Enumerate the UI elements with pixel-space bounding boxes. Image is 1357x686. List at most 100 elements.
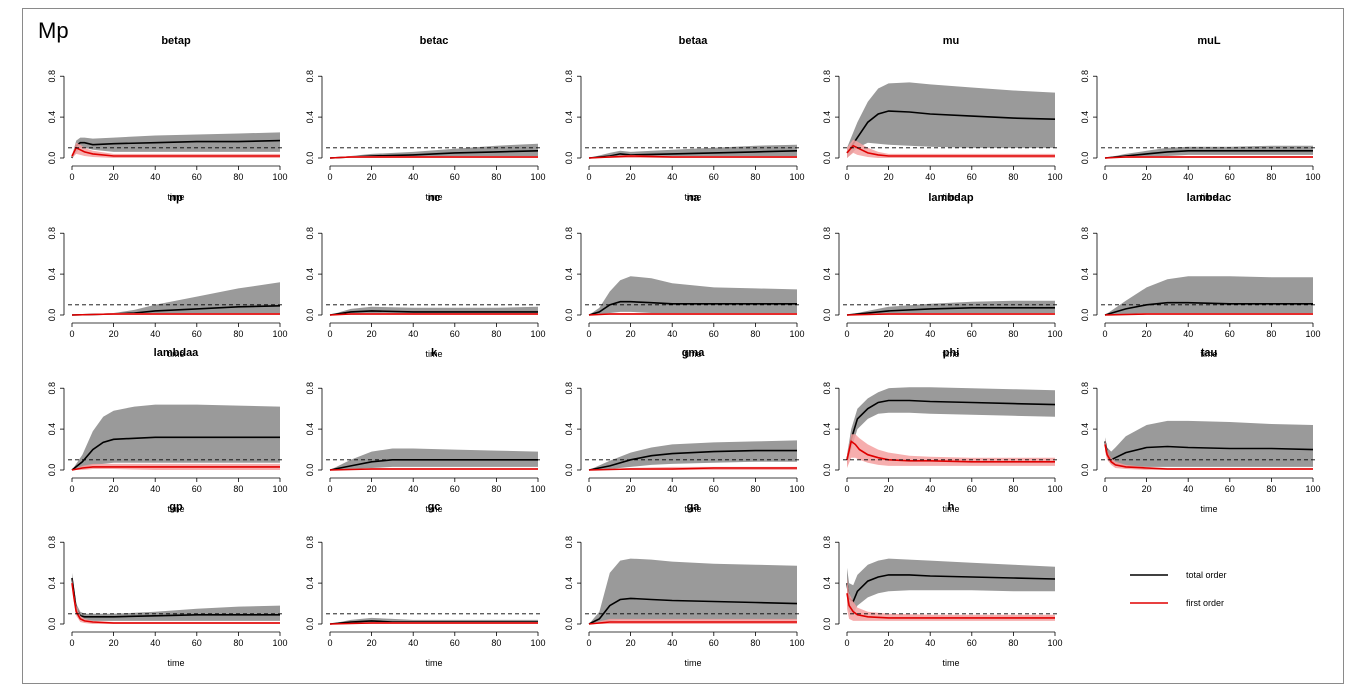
panel-title: gc bbox=[428, 501, 441, 513]
y-tick-label: 0.8 bbox=[564, 70, 574, 83]
y-tick-label: 0.8 bbox=[1080, 70, 1090, 83]
panel-betaa: betaa 0 20 40 60 80 100 time 0.0 0.4 0.8 bbox=[564, 35, 805, 202]
panel-betap: betap 0 20 40 60 80 100 time 0.0 0.4 0.8 bbox=[47, 35, 288, 202]
y-tick-label: 0.0 bbox=[305, 464, 315, 477]
total-order-line bbox=[588, 300, 797, 316]
x-axis-label: time bbox=[425, 504, 442, 514]
panel-phi: phi 0 20 40 60 80 100 time 0.0 0.4 0.8 bbox=[822, 347, 1063, 514]
total-order-band bbox=[330, 143, 538, 158]
x-tick-label: 20 bbox=[626, 638, 636, 648]
x-tick-label: 60 bbox=[192, 484, 202, 494]
panel-gc: gc 0 20 40 60 80 100 time 0.0 0.4 0.8 bbox=[305, 501, 546, 668]
y-tick-label: 0.4 bbox=[305, 111, 315, 124]
y-tick-label: 0.4 bbox=[47, 268, 57, 281]
first-order-line bbox=[846, 144, 1055, 157]
x-tick-label: 60 bbox=[967, 484, 977, 494]
x-tick-label: 20 bbox=[367, 484, 377, 494]
x-tick-label: 80 bbox=[491, 172, 501, 182]
panel-title: na bbox=[687, 192, 701, 204]
x-axis-label: time bbox=[167, 349, 184, 359]
panel-title: betap bbox=[161, 35, 191, 47]
y-tick-label: 0.4 bbox=[1080, 423, 1090, 436]
x-tick-label: 0 bbox=[327, 638, 332, 648]
total-order-band bbox=[847, 82, 1055, 158]
x-tick-label: 20 bbox=[626, 329, 636, 339]
x-tick-label: 0 bbox=[1102, 329, 1107, 339]
x-axis-label: time bbox=[425, 192, 442, 202]
y-tick-label: 0.0 bbox=[47, 464, 57, 477]
panel-gp: gp 0 20 40 60 80 100 time 0.0 0.4 0.8 bbox=[47, 501, 288, 668]
first-order-line bbox=[329, 156, 538, 159]
x-tick-label: 80 bbox=[1266, 172, 1276, 182]
panel-title: nc bbox=[428, 192, 441, 204]
x-axis-label: time bbox=[1200, 192, 1217, 202]
y-tick-label: 0.4 bbox=[822, 577, 832, 590]
x-tick-label: 80 bbox=[491, 484, 501, 494]
total-order-band bbox=[1105, 420, 1313, 467]
y-tick-label: 0.0 bbox=[47, 618, 57, 631]
panel-title: mu bbox=[943, 35, 960, 47]
panel-lambdaa: lambdaa 0 20 40 60 80 100 time 0.0 0.4 0.8 bbox=[47, 347, 288, 514]
x-tick-label: 100 bbox=[272, 484, 287, 494]
x-tick-label: 0 bbox=[69, 638, 74, 648]
x-tick-label: 100 bbox=[1305, 484, 1320, 494]
x-axis-label: time bbox=[684, 192, 701, 202]
x-tick-label: 0 bbox=[327, 172, 332, 182]
x-tick-label: 0 bbox=[1102, 484, 1107, 494]
y-tick-label: 0.0 bbox=[564, 464, 574, 477]
x-tick-label: 100 bbox=[272, 329, 287, 339]
panel-title: muL bbox=[1197, 35, 1221, 47]
x-tick-label: 0 bbox=[327, 329, 332, 339]
x-tick-label: 60 bbox=[1225, 172, 1235, 182]
x-tick-label: 40 bbox=[150, 484, 160, 494]
x-axis-label: time bbox=[942, 192, 959, 202]
y-tick-label: 0.8 bbox=[1080, 227, 1090, 240]
total-order-line bbox=[329, 310, 538, 316]
y-tick-label: 0.4 bbox=[305, 268, 315, 281]
x-tick-label: 20 bbox=[884, 638, 894, 648]
y-tick-label: 0.4 bbox=[47, 111, 57, 124]
x-axis-label: time bbox=[1200, 349, 1217, 359]
x-tick-label: 0 bbox=[69, 329, 74, 339]
panel-title: gma bbox=[682, 347, 706, 359]
y-tick-label: 0.8 bbox=[564, 382, 574, 395]
x-tick-label: 40 bbox=[150, 329, 160, 339]
x-tick-label: 80 bbox=[491, 638, 501, 648]
y-tick-label: 0.8 bbox=[47, 382, 57, 395]
x-tick-label: 0 bbox=[69, 172, 74, 182]
y-tick-label: 0.0 bbox=[1080, 464, 1090, 477]
x-tick-label: 80 bbox=[1008, 172, 1018, 182]
x-tick-label: 80 bbox=[1008, 638, 1018, 648]
panel-title: betac bbox=[420, 35, 449, 47]
x-tick-label: 40 bbox=[1183, 172, 1193, 182]
x-tick-label: 0 bbox=[586, 172, 591, 182]
x-tick-label: 20 bbox=[109, 484, 119, 494]
y-tick-label: 0.8 bbox=[305, 70, 315, 83]
x-tick-label: 20 bbox=[367, 638, 377, 648]
x-tick-label: 0 bbox=[586, 484, 591, 494]
x-tick-label: 60 bbox=[1225, 329, 1235, 339]
x-tick-label: 60 bbox=[709, 484, 719, 494]
x-tick-label: 0 bbox=[844, 638, 849, 648]
x-tick-label: 80 bbox=[750, 638, 760, 648]
x-axis-label: time bbox=[942, 504, 959, 514]
y-tick-label: 0.4 bbox=[47, 423, 57, 436]
y-tick-label: 0.8 bbox=[305, 382, 315, 395]
x-tick-label: 0 bbox=[586, 329, 591, 339]
y-tick-label: 0.4 bbox=[822, 111, 832, 124]
first-order-band bbox=[72, 142, 280, 158]
x-tick-label: 60 bbox=[709, 329, 719, 339]
total-order-band bbox=[589, 558, 797, 624]
first-order-line bbox=[329, 622, 538, 625]
x-tick-label: 0 bbox=[844, 172, 849, 182]
x-tick-label: 60 bbox=[192, 638, 202, 648]
legend-first-label: first order bbox=[1186, 598, 1224, 608]
x-axis-label: time bbox=[942, 349, 959, 359]
y-tick-label: 0.0 bbox=[564, 152, 574, 165]
y-tick-label: 0.4 bbox=[305, 423, 315, 436]
panel-title: lambdac bbox=[1187, 192, 1232, 204]
x-axis-label: time bbox=[425, 658, 442, 668]
panel-title: betaa bbox=[679, 35, 709, 47]
y-tick-label: 0.0 bbox=[305, 152, 315, 165]
